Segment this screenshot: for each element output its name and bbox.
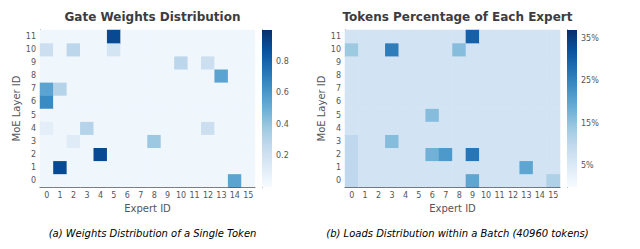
svg-text:15%: 15% [581, 119, 599, 128]
svg-text:0.8: 0.8 [276, 57, 289, 66]
svg-text:(b) Loads Distribution within: (b) Loads Distribution within a Batch (4… [326, 228, 588, 239]
svg-text:5%: 5% [581, 161, 594, 170]
svg-text:3: 3 [389, 191, 394, 200]
svg-text:7: 7 [31, 84, 36, 93]
svg-text:9: 9 [165, 191, 170, 200]
svg-text:4: 4 [31, 124, 36, 133]
svg-text:5: 5 [416, 191, 421, 200]
svg-text:6: 6 [336, 97, 341, 106]
svg-text:13: 13 [521, 191, 531, 200]
svg-text:25%: 25% [581, 76, 599, 85]
svg-text:2: 2 [31, 150, 36, 159]
svg-text:9: 9 [470, 191, 475, 200]
svg-text:2: 2 [71, 191, 76, 200]
svg-text:3: 3 [84, 191, 89, 200]
svg-text:10: 10 [331, 45, 341, 54]
svg-text:1: 1 [363, 191, 368, 200]
svg-text:15: 15 [243, 191, 253, 200]
svg-text:7: 7 [138, 191, 143, 200]
svg-text:9: 9 [31, 58, 36, 67]
svg-text:12: 12 [508, 191, 518, 200]
svg-text:12: 12 [203, 191, 213, 200]
svg-text:11: 11 [494, 191, 504, 200]
svg-text:0: 0 [44, 191, 49, 200]
svg-text:5: 5 [336, 111, 341, 120]
svg-text:Expert ID: Expert ID [429, 203, 476, 214]
svg-text:6: 6 [125, 191, 130, 200]
svg-text:Tokens Percentage of Each Expe: Tokens Percentage of Each Expert [343, 10, 573, 24]
svg-text:11: 11 [331, 32, 341, 41]
svg-text:7: 7 [443, 191, 448, 200]
svg-text:1: 1 [58, 191, 63, 200]
svg-text:11: 11 [189, 191, 199, 200]
svg-text:(a) Weights Distribution of a: (a) Weights Distribution of a Single Tok… [49, 228, 257, 239]
svg-text:13: 13 [216, 191, 226, 200]
svg-text:4: 4 [403, 191, 408, 200]
svg-text:5: 5 [31, 111, 36, 120]
svg-text:14: 14 [535, 191, 545, 200]
svg-text:2: 2 [336, 150, 341, 159]
svg-text:0.6: 0.6 [276, 88, 289, 97]
svg-text:15: 15 [548, 191, 558, 200]
svg-text:1: 1 [336, 163, 341, 172]
svg-text:0: 0 [336, 176, 341, 185]
svg-text:0.4: 0.4 [276, 120, 289, 129]
svg-text:2: 2 [376, 191, 381, 200]
svg-text:4: 4 [98, 191, 103, 200]
svg-text:11: 11 [26, 32, 36, 41]
svg-text:Expert ID: Expert ID [124, 203, 171, 214]
svg-text:8: 8 [457, 191, 462, 200]
svg-text:8: 8 [152, 191, 157, 200]
svg-text:8: 8 [336, 71, 341, 80]
svg-text:3: 3 [336, 137, 341, 146]
svg-text:Gate Weights Distribution: Gate Weights Distribution [64, 10, 240, 24]
svg-text:9: 9 [336, 58, 341, 67]
svg-text:3: 3 [31, 137, 36, 146]
svg-text:MoE Layer ID: MoE Layer ID [316, 75, 327, 141]
svg-text:4: 4 [336, 124, 341, 133]
svg-text:10: 10 [176, 191, 186, 200]
svg-text:0: 0 [31, 176, 36, 185]
svg-text:MoE Layer ID: MoE Layer ID [11, 75, 22, 141]
svg-text:6: 6 [31, 97, 36, 106]
svg-text:0.2: 0.2 [276, 151, 289, 160]
svg-text:5: 5 [111, 191, 116, 200]
svg-text:1: 1 [31, 163, 36, 172]
svg-text:7: 7 [336, 84, 341, 93]
svg-text:0: 0 [349, 191, 354, 200]
svg-text:10: 10 [481, 191, 491, 200]
svg-text:14: 14 [230, 191, 240, 200]
svg-text:8: 8 [31, 71, 36, 80]
svg-text:6: 6 [430, 191, 435, 200]
svg-text:35%: 35% [581, 34, 599, 43]
svg-text:10: 10 [26, 45, 36, 54]
